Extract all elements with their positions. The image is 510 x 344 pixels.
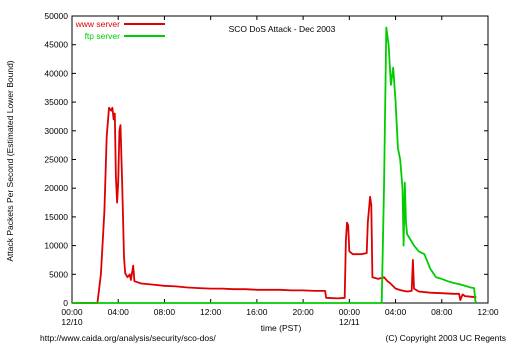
y-tick-label: 35000 xyxy=(44,97,68,107)
x-tick-label: 00:00 xyxy=(61,307,83,317)
x-tick-label: 04:00 xyxy=(385,307,407,317)
series-line-www-server xyxy=(72,106,477,304)
x-tick-label: 00:00 xyxy=(339,307,361,317)
x-tick-label: 12:00 xyxy=(477,307,499,317)
y-tick-label: 40000 xyxy=(44,68,68,78)
x-tick-date-label: 12/10 xyxy=(61,317,83,327)
source-url: http://www.caida.org/analysis/security/s… xyxy=(40,333,216,343)
x-tick-label: 08:00 xyxy=(431,307,453,317)
y-tick-label: 20000 xyxy=(44,183,68,193)
y-tick-label: 25000 xyxy=(44,155,68,165)
y-tick-label: 30000 xyxy=(44,126,68,136)
y-tick-label: 5000 xyxy=(49,269,68,279)
copyright-notice: (C) Copyright 2003 UC Regents xyxy=(386,333,506,343)
x-tick-label: 04:00 xyxy=(108,307,130,317)
legend-label-www-server: www server xyxy=(75,19,121,29)
x-tick-label: 16:00 xyxy=(246,307,268,317)
y-axis-ticks: 0 5000 10000 15000 20000 25000 30000 35000 40000… xyxy=(44,11,488,308)
legend-label-ftp-server: ftp server xyxy=(85,31,121,41)
x-tick-label: 12:00 xyxy=(200,307,222,317)
y-tick-label: 45000 xyxy=(44,40,68,50)
series-lines xyxy=(72,26,478,304)
x-tick-label: 20:00 xyxy=(292,307,314,317)
y-tick-label: 10000 xyxy=(44,241,68,251)
chart-title: SCO DoS Attack - Dec 2003 xyxy=(229,24,336,34)
legend: www server ftp server xyxy=(75,19,165,41)
y-tick-label: 0 xyxy=(63,298,68,308)
x-tick-label: 08:00 xyxy=(154,307,176,317)
y-tick-label: 50000 xyxy=(44,11,68,21)
x-axis-label: time (PST) xyxy=(261,323,302,333)
x-tick-date-label: 12/11 xyxy=(339,317,360,327)
y-tick-label: 15000 xyxy=(44,212,68,222)
y-axis-label: Attack Packets Per Second (Estimated Low… xyxy=(5,60,15,261)
series-line-ftp-server xyxy=(72,26,478,304)
